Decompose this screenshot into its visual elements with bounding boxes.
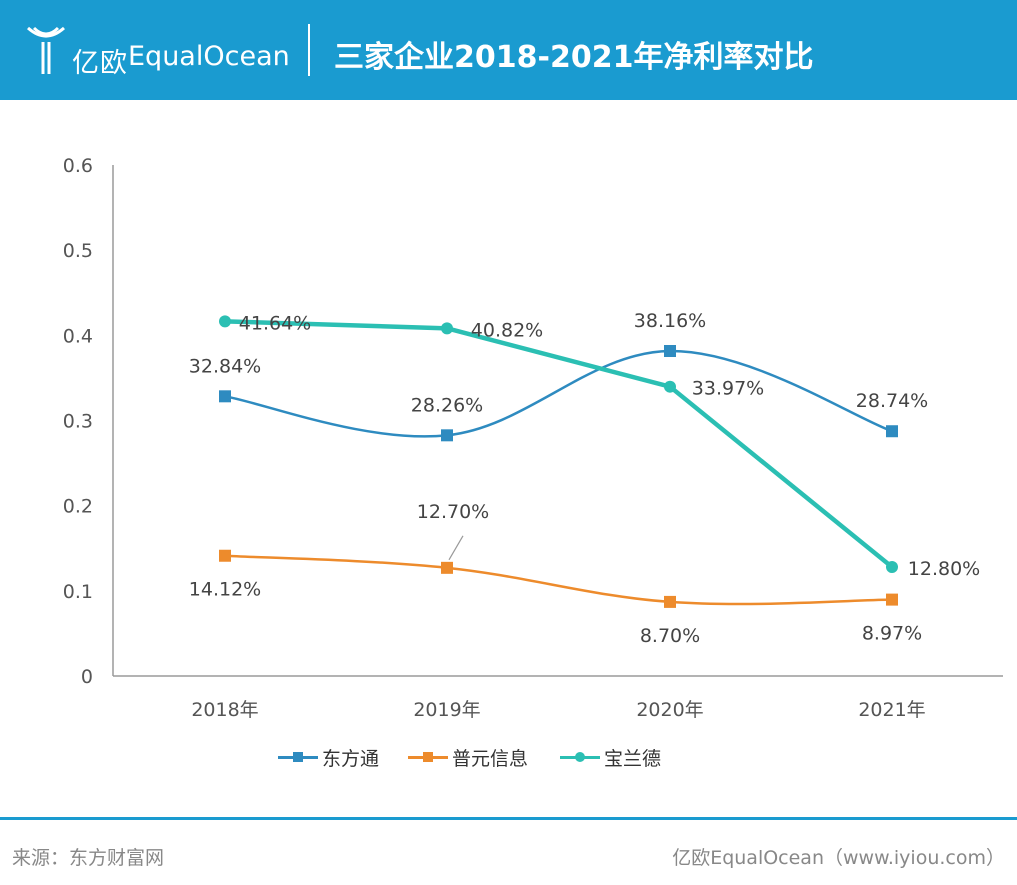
series-2-line [224,319,894,569]
series-1-line [224,554,893,606]
y-tick-label: 0 [81,666,93,688]
y-tick-label: 0.1 [63,581,93,603]
chart-legend: 东方通 普元信息 宝兰德 [0,742,1017,772]
series-2-point [886,560,898,573]
data-label: 32.84% [189,355,261,377]
header-divider [308,24,310,76]
series-1-point [441,561,453,574]
legend-item: 东方通 [278,742,379,772]
y-tick-label: 0.5 [63,240,93,262]
footer-divider [0,817,1017,820]
series-0-point [441,429,453,442]
data-label: 28.74% [856,390,928,412]
chart-data-labels: 32.84% 28.26% 38.16% 28.74% 14.12% 12.70% 8.70… [189,310,980,647]
legend-swatch [408,742,448,772]
series-2-point [441,322,453,335]
legend-item: 普元信息 [408,742,528,772]
series-1-point [219,549,231,562]
data-label: 14.12% [189,579,261,601]
data-label: 8.97% [862,623,922,645]
y-tick-label: 0.2 [63,496,93,518]
chart-axes: 0 0.1 0.2 0.3 0.4 0.5 0.6 2018年 2019年 2020年 2021年 [63,155,1003,721]
source-note: 来源：东方财富网 [12,847,165,869]
legend-label: 普元信息 [452,747,529,770]
chart-series [219,315,898,608]
data-label: 38.16% [634,310,706,332]
series-1-point [886,593,898,606]
page-title: 三家企业2018-2021年净利率对比 [334,40,814,75]
series-2-point [664,380,676,393]
series-0-point [886,425,898,438]
data-label: 8.70% [640,625,700,647]
brand-name-en: EqualOcean [128,41,290,72]
data-label: 33.97% [692,378,764,400]
data-label: 41.64% [239,312,311,334]
data-label: 28.26% [411,394,483,416]
legend-swatch [278,742,318,772]
y-tick-label: 0.4 [63,325,93,347]
series-2-point [219,315,231,328]
series-0-point [664,345,676,358]
header-banner: 亿欧 EqualOcean 三家企业2018-2021年净利率对比 [0,0,1017,100]
data-label-leader-line [448,535,464,561]
legend-label: 宝兰德 [604,747,662,770]
legend-swatch [560,742,600,772]
y-tick-label: 0.6 [63,155,93,177]
series-1-point [664,595,676,608]
site-credit: 亿欧EqualOcean（www.iyiou.com） [672,847,1005,869]
data-label: 12.70% [417,501,489,523]
series-0-point [219,390,231,403]
legend-item: 宝兰德 [560,742,661,772]
x-tick-label: 2021年 [858,699,925,721]
x-tick-label: 2020年 [636,699,703,721]
brand-name-cn: 亿欧 [72,48,128,79]
legend-label: 东方通 [322,747,380,770]
data-label: 40.82% [471,319,543,341]
y-tick-label: 0.3 [63,411,93,433]
x-tick-label: 2019年 [413,699,480,721]
x-tick-label: 2018年 [191,699,258,721]
series-0-line [224,349,893,438]
equalocean-logo-icon [27,26,65,74]
data-label: 12.80% [908,558,980,580]
